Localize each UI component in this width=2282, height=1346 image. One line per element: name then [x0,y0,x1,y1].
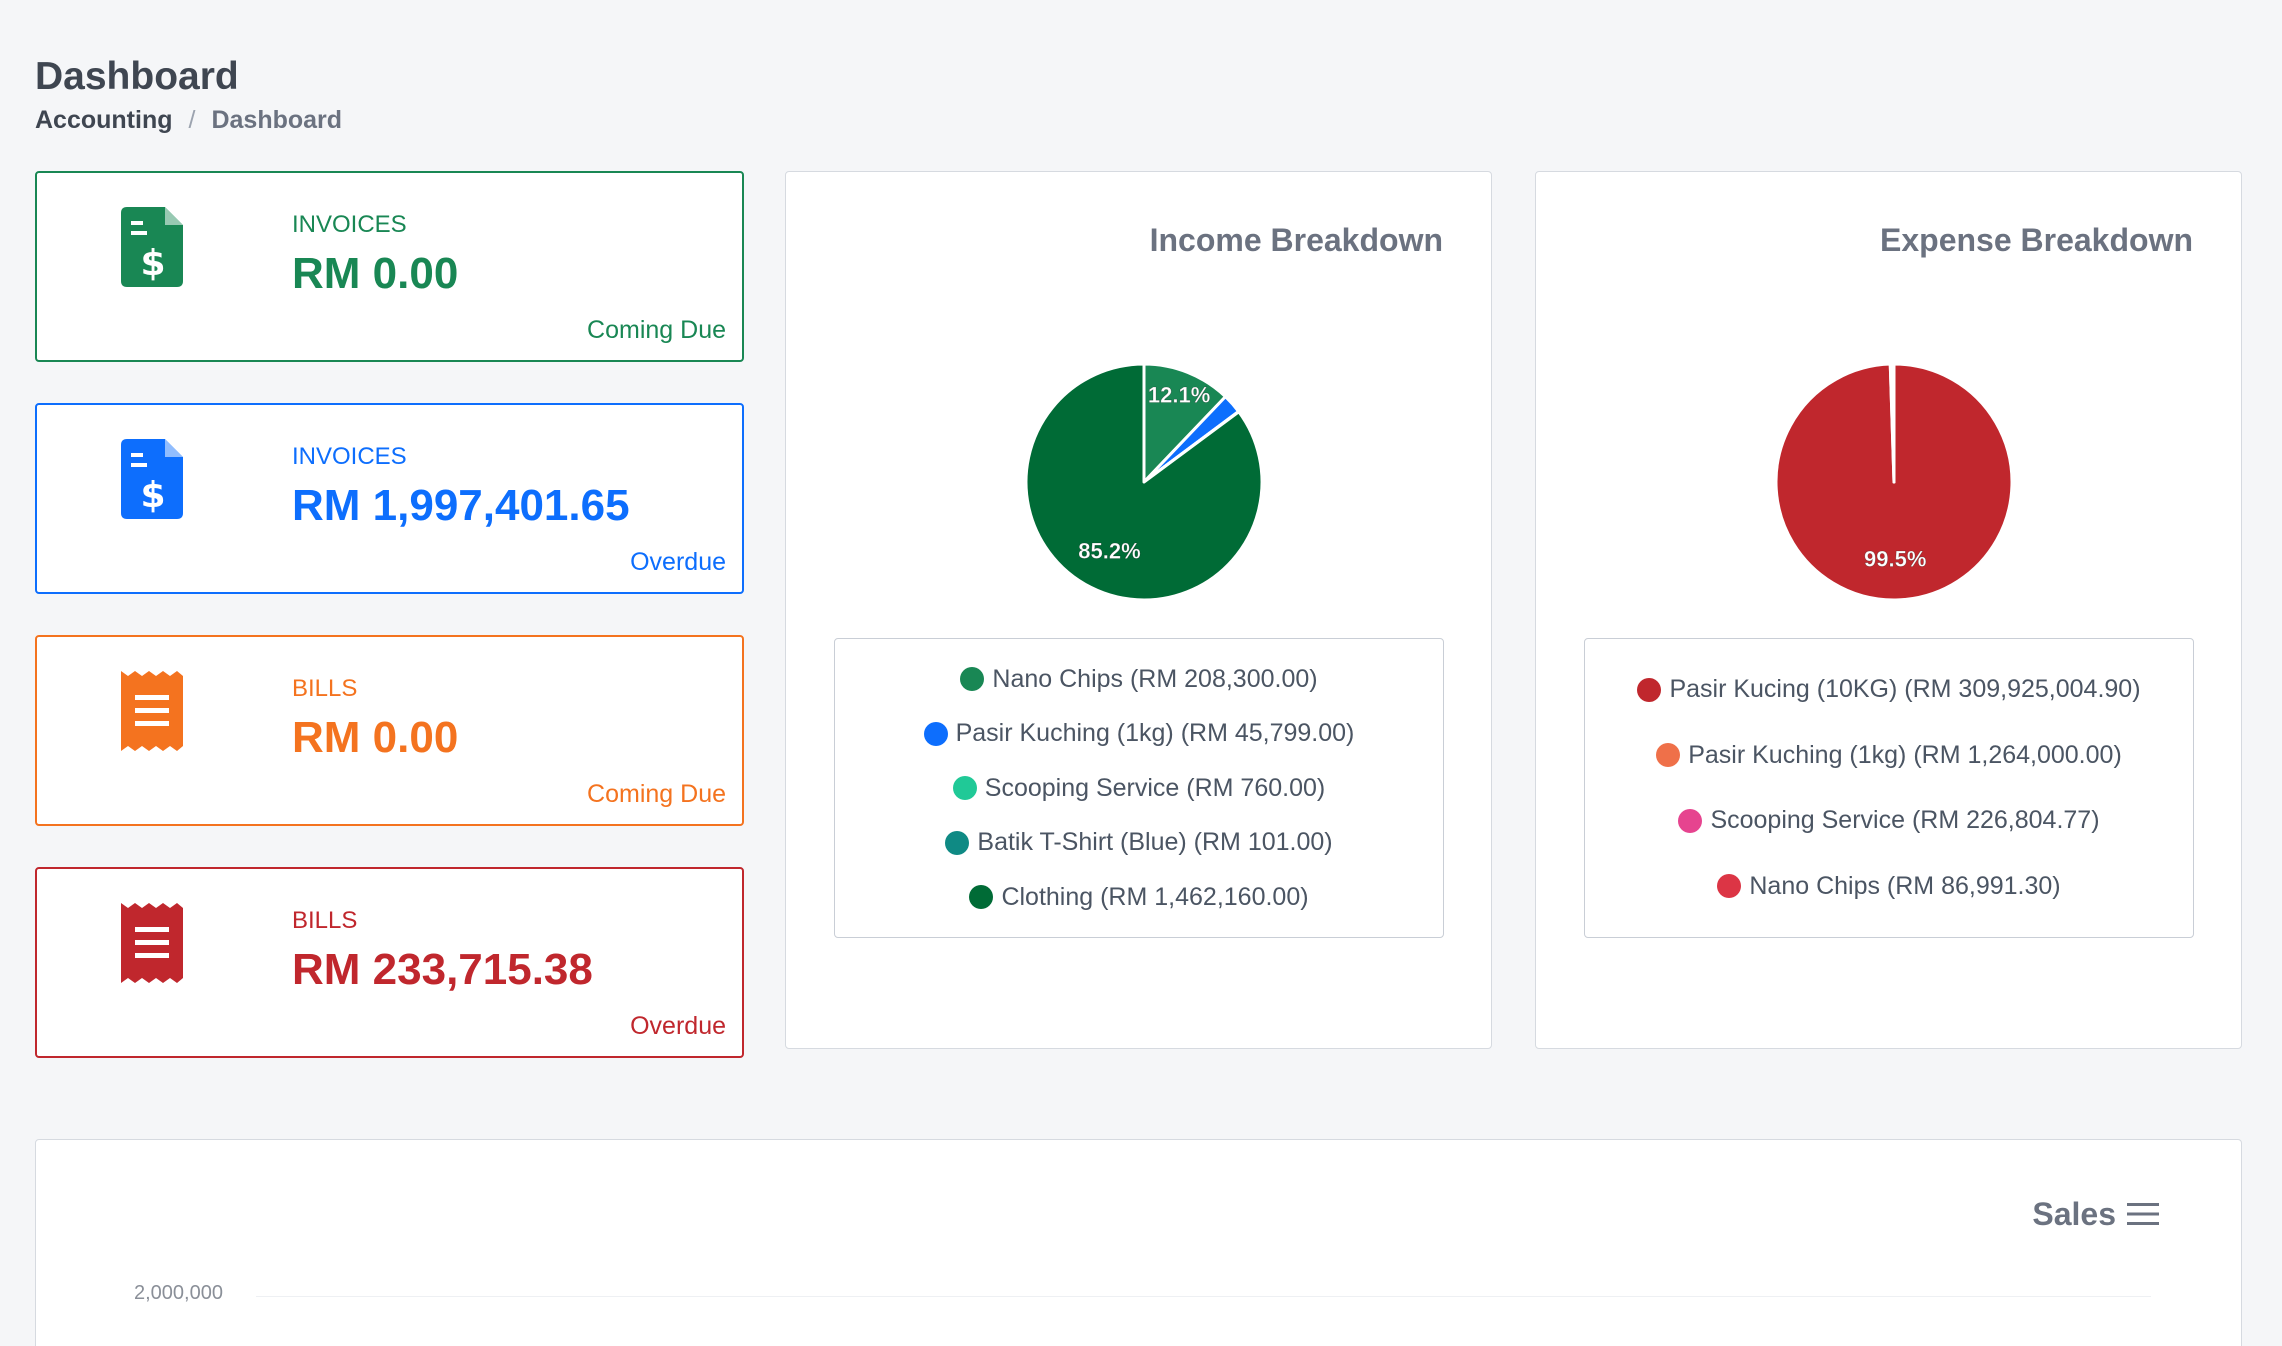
bills-coming-due-card[interactable]: BILLS RM 0.00 Coming Due [35,635,744,826]
legend-dot [1656,743,1681,768]
legend-label: Pasir Kuching (1kg) (RM 1,264,000.00) [1688,740,2122,769]
legend-dot [1678,808,1703,833]
invoices-coming-due-card[interactable]: $ INVOICES RM 0.00 Coming Due [35,171,744,362]
expense-legend: Pasir Kucing (10KG) (RM 309,925,004.90) … [1584,638,2194,938]
pie-slice[interactable] [1142,362,1227,484]
pie-slice-label: 99.5% [1864,547,1926,572]
invoice-document-icon: $ [121,207,183,287]
legend-item[interactable]: Scooping Service (RM 226,804.77) [1678,806,2100,835]
svg-text:$: $ [140,243,165,284]
legend-item[interactable]: Pasir Kuching (1kg) (RM 45,799.00) [923,719,1355,748]
card-amount: RM 0.00 [292,713,459,762]
legend-item[interactable]: Nano Chips (RM 208,300.00) [960,664,1318,694]
legend-label: Clothing (RM 1,462,160.00) [1001,882,1309,911]
invoice-document-icon: $ [121,439,183,519]
legend-label: Batik T-Shirt (Blue) (RM 101.00) [977,828,1333,856]
card-label: BILLS [292,675,358,702]
breadcrumb: Accounting / Dashboard [35,106,342,135]
card-label: INVOICES [292,443,407,470]
legend-dot [952,776,977,800]
legend-item[interactable]: Scooping Service (RM 760.00) [952,773,1326,803]
card-amount: RM 0.00 [292,249,459,298]
bill-receipt-icon [121,903,183,983]
card-amount: RM 233,715.38 [292,945,593,994]
page-title: Dashboard [35,55,239,98]
y-gridline [256,1296,2151,1297]
legend-item[interactable]: Clothing (RM 1,462,160.00) [969,882,1309,912]
card-status: Overdue [630,548,726,576]
income-legend: Nano Chips (RM 208,300.00) Pasir Kuching… [834,638,1444,938]
expense-pie-chart: 99.5% [1774,362,2014,602]
y-axis-tick-label: 2,000,000 [134,1282,223,1304]
legend-label: Nano Chips (RM 86,991.30) [1749,871,2061,900]
legend-label: Pasir Kuching (1kg) (RM 45,799.00) [955,719,1355,747]
card-label: BILLS [292,907,358,934]
sales-chart-title: Sales [2032,1196,2116,1232]
legend-item[interactable]: Pasir Kuching (1kg) (RM 1,264,000.00) [1656,741,2122,770]
bills-overdue-card[interactable]: BILLS RM 233,715.38 Overdue [35,867,744,1058]
legend-label: Pasir Kucing (10KG) (RM 309,925,004.90) [1669,675,2141,704]
expense-breakdown-card: Expense Breakdown 99.5% Pasir Kucing (10… [1535,171,2242,1049]
invoices-overdue-card[interactable]: $ INVOICES RM 1,997,401.65 Overdue [35,403,744,594]
card-status: Coming Due [587,780,726,808]
legend-dot [923,721,948,746]
legend-item[interactable]: Nano Chips (RM 86,991.30) [1717,871,2061,901]
card-status: Coming Due [587,316,726,344]
pie-slice[interactable] [1024,362,1264,602]
legend-item[interactable]: Pasir Kucing (10KG) (RM 309,925,004.90) [1637,675,2141,704]
legend-label: Scooping Service (RM 760.00) [984,773,1326,802]
legend-dot [1717,874,1742,899]
income-pie-chart: 12.1% 85.2% [1024,362,1264,602]
hamburger-menu-icon[interactable] [2127,1202,2159,1226]
breadcrumb-separator: / [188,106,196,134]
income-breakdown-title: Income Breakdown [1149,222,1443,258]
legend-dot [945,830,970,855]
bill-receipt-icon [121,671,183,751]
breadcrumb-current: Dashboard [211,106,343,134]
breadcrumb-accounting-link[interactable]: Accounting [35,106,173,134]
legend-dot [1637,677,1662,702]
card-label: INVOICES [292,211,407,238]
card-status: Overdue [630,1012,726,1040]
card-amount: RM 1,997,401.65 [292,481,630,530]
legend-dot [969,885,994,909]
legend-dot [960,667,985,691]
income-breakdown-card: Income Breakdown 12.1% 85.2% Nano Chips (… [785,171,1492,1049]
sales-chart-card: Sales 2,000,000 [35,1139,2242,1346]
pie-slice-label: 85.2% [1078,539,1140,564]
legend-label: Nano Chips (RM 208,300.00) [992,664,1318,693]
legend-item[interactable]: Batik T-Shirt (Blue) (RM 101.00) [945,828,1333,857]
pie-slice-label: 12.1% [1148,382,1210,407]
expense-breakdown-title: Expense Breakdown [1880,222,2193,258]
svg-text:$: $ [140,475,165,516]
legend-label: Scooping Service (RM 226,804.77) [1710,806,2100,835]
